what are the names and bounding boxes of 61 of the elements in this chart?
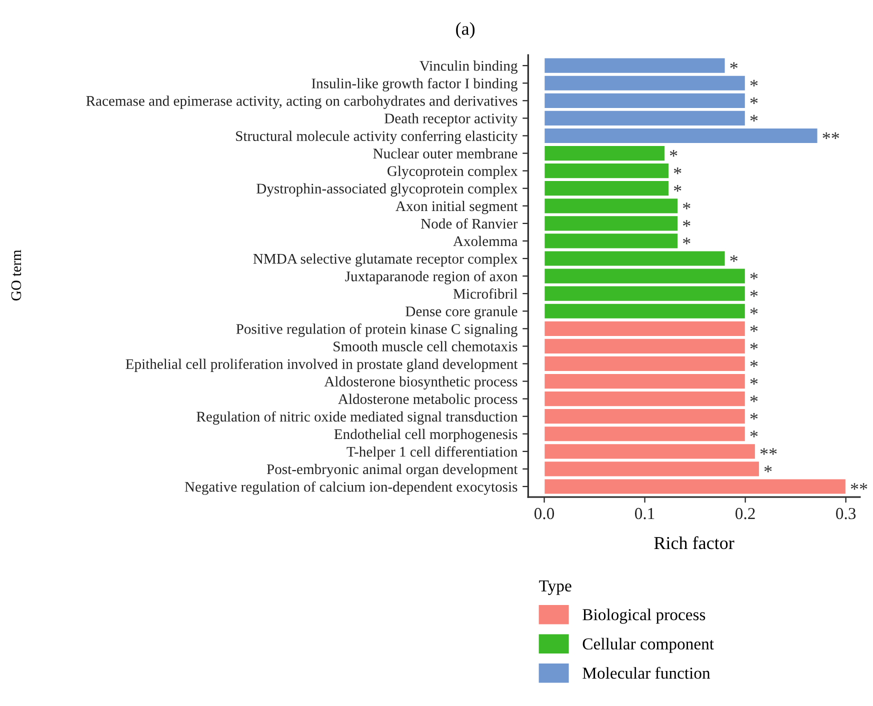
- y-tick-label: Endothelial cell morphogenesis: [334, 428, 518, 442]
- text: *: [750, 97, 758, 104]
- text: *: [730, 255, 738, 262]
- y-tick-label: Axon initial segment: [396, 200, 518, 214]
- text: *: [750, 80, 758, 86]
- y-tick-label: Aldosterone metabolic process: [338, 394, 518, 407]
- text: *: [730, 62, 738, 69]
- text: *: [750, 308, 758, 314]
- legend-title: Type: [539, 580, 572, 595]
- legend-label: Molecular function: [582, 666, 710, 679]
- y-tick-label: Axolemma: [453, 236, 518, 246]
- x-tick-label: 0.2: [736, 508, 755, 520]
- text: *: [683, 238, 690, 244]
- text: *: [750, 290, 758, 297]
- y-tick-label: Structural molecule activity conferring elasticity: [236, 130, 518, 144]
- x-tick-label: 0.3: [836, 508, 856, 520]
- y-tick-label: Death receptor activity: [384, 113, 518, 126]
- y-tick-label: Aldosterone biosynthetic process: [324, 376, 518, 390]
- chart-title: (a): [456, 22, 475, 39]
- text: *: [674, 185, 682, 192]
- text: **: [760, 448, 777, 455]
- y-tick-label: Nuclear outer membrane: [373, 148, 518, 158]
- text: *: [750, 114, 758, 122]
- x-axis-title: Rich factor: [654, 536, 734, 550]
- text: *: [750, 325, 758, 332]
- text: *: [750, 430, 758, 438]
- y-tick-label: Node of Ranvier: [420, 218, 518, 229]
- y-tick-label: Negative regulation of calcium ion-dependent exocytosis: [184, 481, 518, 495]
- text: *: [674, 168, 682, 174]
- text: *: [683, 220, 690, 227]
- y-tick-label: T-helper 1 cell differentiation: [346, 446, 518, 460]
- text: *: [750, 378, 758, 385]
- y-tick-label: Regulation of nitric oxide mediated signal transduction: [196, 411, 518, 425]
- y-tick-label: Racemase and epimerase activity, acting on carbohydrates and derivatives: [86, 96, 518, 109]
- text: *: [750, 342, 758, 350]
- y-tick-label: Smooth muscle cell chemotaxis: [334, 341, 518, 352]
- y-tick-label: Epithelial cell proliferation involved in prostate gland development: [126, 358, 518, 372]
- y-tick-label: Post-embryonic animal organ development: [266, 464, 518, 478]
- y-tick-label: Positive regulation of protein kinase C signaling: [236, 324, 518, 337]
- y-tick-label: Juxtaparanode region of axon: [345, 270, 518, 284]
- y-tick-label: Dense core granule: [406, 306, 518, 320]
- y-tick-label: Microfibril: [453, 288, 518, 299]
- legend-label: Biological process: [582, 608, 706, 624]
- text: *: [764, 466, 772, 472]
- text: *: [750, 272, 758, 280]
- text: *: [750, 413, 758, 420]
- text: *: [750, 360, 758, 368]
- y-tick-label: Vinculin binding: [420, 60, 518, 74]
- y-tick-label: Insulin-like growth factor I binding: [312, 78, 518, 92]
- text: **: [850, 483, 868, 490]
- text: **: [822, 132, 840, 140]
- x-tick-label: 0.0: [534, 508, 554, 520]
- text: *: [670, 150, 678, 157]
- y-tick-label: NMDA selective glutamate receptor complex: [253, 253, 518, 267]
- text: *: [750, 395, 758, 402]
- y-tick-label: Glycoprotein complex: [388, 166, 518, 180]
- y-tick-label: Dystrophin-associated glycoprotein complex: [256, 183, 518, 197]
- y-axis-title: GO term: [11, 250, 22, 300]
- legend-label: Cellular component: [582, 638, 714, 653]
- x-tick-label: 0.1: [634, 508, 654, 520]
- text: *: [683, 202, 690, 210]
